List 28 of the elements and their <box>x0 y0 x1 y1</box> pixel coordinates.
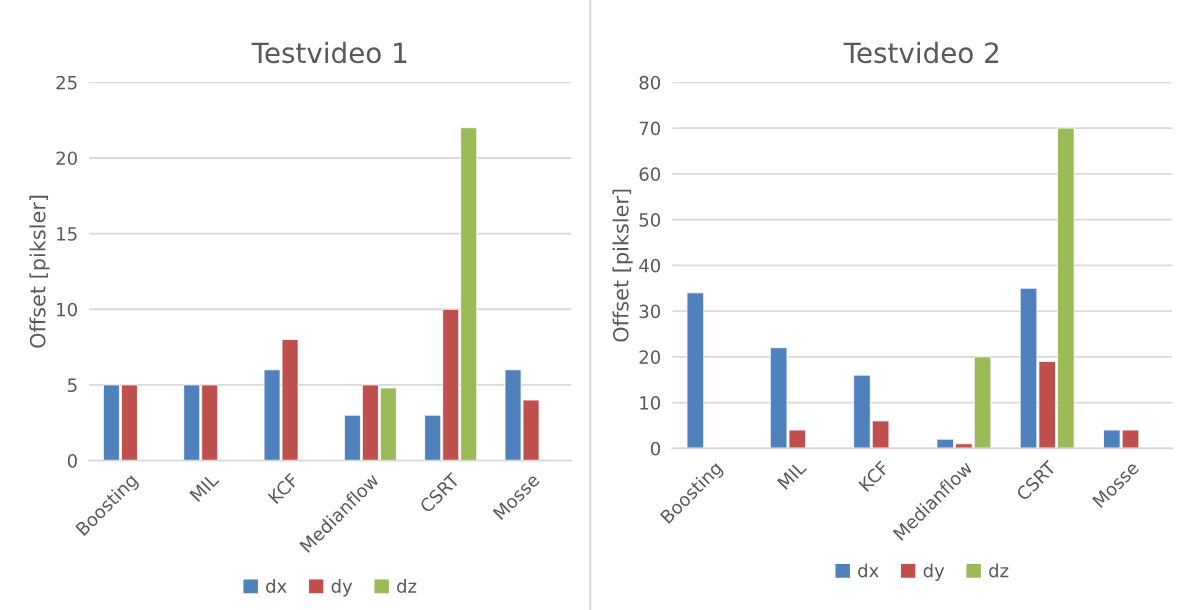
x-tick-label: MIL <box>189 472 220 503</box>
y-tick-label: 0 <box>650 441 661 456</box>
chart-title: Testvideo 1 <box>251 41 407 64</box>
y-tick-label: 0 <box>67 454 77 468</box>
chart-title: Testvideo 2 <box>843 41 998 64</box>
legend-label: dz <box>989 563 1009 578</box>
bar <box>686 292 705 449</box>
y-tick-label: 10 <box>57 302 77 317</box>
y-tick-label: 10 <box>640 396 661 410</box>
legend-label: dy <box>923 563 945 581</box>
y-tick-label: 25 <box>56 75 77 90</box>
y-tick-label: 40 <box>639 258 661 273</box>
legend-label: dx <box>266 578 287 593</box>
y-tick-label: 80 <box>639 75 661 90</box>
y-tick-label: 50 <box>639 213 661 227</box>
legend-label: dz <box>397 578 417 593</box>
y-axis-title: Offset [piksler] <box>612 189 633 342</box>
legend-label: dy <box>331 578 353 597</box>
y-tick-label: 5 <box>68 378 77 393</box>
y-tick-label: 20 <box>56 151 77 166</box>
y-tick-label: 20 <box>639 350 661 364</box>
y-tick-label: 60 <box>639 167 661 181</box>
legend-label: dx <box>858 563 879 578</box>
y-tick-label: 70 <box>639 121 661 136</box>
x-tick-label: MIL <box>777 459 807 490</box>
y-axis-title: Offset [piksler] <box>29 195 50 348</box>
y-tick-label: 30 <box>639 304 661 319</box>
y-tick-label: 15 <box>57 227 77 241</box>
